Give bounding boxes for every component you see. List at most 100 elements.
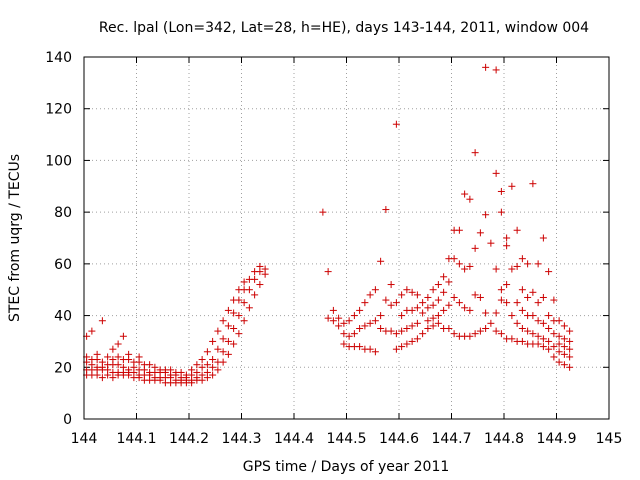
- y-tick-label: 80: [54, 205, 72, 221]
- data-point: [487, 319, 495, 327]
- data-point: [466, 195, 474, 203]
- data-point: [539, 319, 547, 327]
- data-point: [461, 190, 469, 198]
- grid: [84, 57, 609, 419]
- data-point: [413, 335, 421, 343]
- data-point: [214, 366, 222, 374]
- data-point: [356, 325, 364, 332]
- x-tick-labels: 144 144.1 144.2 144.3 144.4 144.5 144.6 144.7 14…: [71, 431, 623, 447]
- data-point: [424, 317, 432, 325]
- data-point: [555, 332, 563, 340]
- data-point: [440, 288, 448, 296]
- data-point: [214, 345, 222, 353]
- data-point: [555, 317, 563, 325]
- data-point: [550, 296, 558, 304]
- data-point: [371, 286, 379, 294]
- data-point: [224, 306, 232, 314]
- data-point: [387, 327, 395, 335]
- data-point: [413, 319, 421, 327]
- data-point: [492, 309, 500, 317]
- x-tick-label: 144.7: [431, 431, 471, 447]
- data-point: [539, 335, 547, 343]
- data-point: [398, 327, 406, 335]
- data-point: [566, 345, 574, 353]
- data-point: [529, 288, 537, 296]
- data-point: [419, 309, 427, 317]
- data-point: [361, 322, 369, 330]
- data-point: [329, 317, 337, 325]
- data-point: [534, 340, 542, 348]
- data-point: [461, 304, 469, 312]
- data-point: [167, 366, 175, 374]
- data-point: [377, 325, 385, 332]
- data-point: [482, 309, 490, 317]
- data-point: [529, 330, 537, 338]
- data-point: [534, 317, 542, 325]
- data-point: [209, 363, 217, 371]
- data-point: [382, 206, 390, 214]
- x-tick-label: 144.6: [379, 431, 419, 447]
- data-point: [429, 286, 437, 294]
- x-tick-label: 144.1: [116, 431, 156, 447]
- data-point: [392, 330, 400, 338]
- data-point: [392, 299, 400, 307]
- data-point: [419, 299, 427, 307]
- data-point: [403, 340, 411, 348]
- y-tick-label: 40: [54, 309, 72, 325]
- data-point: [193, 361, 201, 369]
- data-point: [245, 304, 253, 312]
- data-point: [392, 345, 400, 353]
- data-point: [240, 278, 248, 286]
- data-point: [398, 291, 406, 299]
- data-point: [492, 66, 500, 74]
- data-point: [224, 350, 232, 358]
- data-point: [550, 353, 558, 361]
- data-point: [377, 312, 385, 320]
- data-point: [476, 327, 484, 335]
- data-point: [324, 314, 332, 322]
- data-point: [377, 257, 385, 265]
- data-point: [98, 358, 106, 366]
- data-point: [146, 361, 154, 369]
- data-point: [513, 226, 521, 234]
- data-point: [555, 358, 563, 366]
- data-point: [429, 322, 437, 330]
- data-point: [434, 281, 442, 289]
- data-point: [560, 361, 568, 369]
- data-point: [335, 314, 343, 322]
- data-point: [492, 169, 500, 177]
- data-point: [356, 343, 364, 351]
- data-point: [450, 330, 458, 338]
- data-point: [224, 337, 232, 345]
- data-point: [492, 327, 500, 335]
- data-point: [408, 322, 416, 330]
- data-point: [209, 356, 217, 364]
- data-point: [508, 312, 516, 320]
- data-point: [566, 327, 574, 335]
- data-point: [482, 211, 490, 219]
- data-point: [445, 278, 453, 286]
- x-tick-label: 144.5: [326, 431, 366, 447]
- data-point: [492, 265, 500, 273]
- data-point: [408, 306, 416, 314]
- data-point: [440, 273, 448, 281]
- data-point: [366, 345, 374, 353]
- data-point: [497, 330, 505, 338]
- data-point: [455, 299, 463, 307]
- data-point: [219, 348, 227, 356]
- data-point: [345, 317, 353, 325]
- data-point: [98, 317, 106, 325]
- data-point: [151, 363, 159, 371]
- data-point: [550, 330, 558, 338]
- data-point: [398, 343, 406, 351]
- data-point: [261, 265, 269, 273]
- data-point: [503, 234, 511, 242]
- data-point: [203, 361, 211, 369]
- data-point: [408, 337, 416, 345]
- data-point: [550, 343, 558, 351]
- data-point: [545, 312, 553, 320]
- data-point: [450, 255, 458, 263]
- data-point: [513, 319, 521, 327]
- x-tick-label: 144.8: [484, 431, 524, 447]
- data-point: [487, 239, 495, 247]
